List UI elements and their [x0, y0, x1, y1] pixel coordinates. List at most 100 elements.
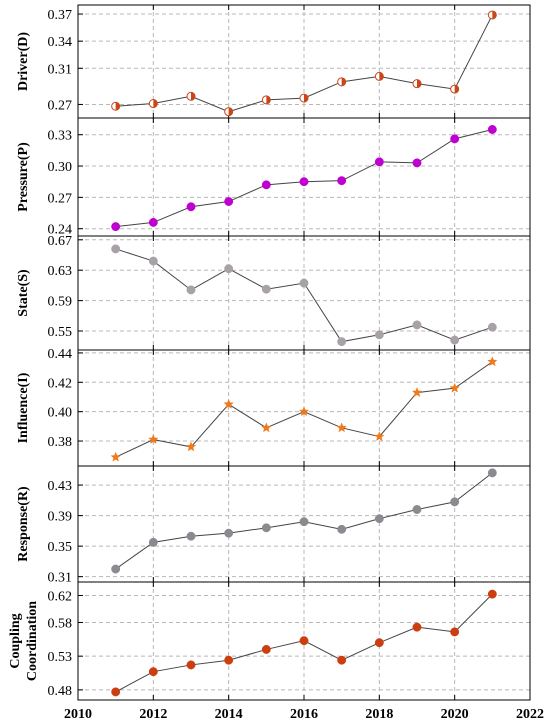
y-axis-label: Driver(D)	[16, 32, 31, 91]
y-tick-label: 0.31	[48, 62, 73, 77]
y-tick-label: 0.40	[48, 406, 73, 421]
data-point	[111, 564, 121, 574]
x-tick-label: 2018	[365, 707, 393, 722]
y-axis-label: State(S)	[16, 269, 31, 317]
y-tick-label: 0.27	[48, 191, 73, 206]
data-point	[450, 627, 460, 637]
y-tick-label: 0.55	[48, 325, 73, 340]
panel-state: 0.55 0.59 0.63 0.67 State(S)	[16, 234, 531, 351]
y-tick-label: 0.33	[48, 129, 73, 144]
y-tick-label: 0.37	[48, 8, 73, 23]
y-tick-label: 0.30	[48, 160, 73, 175]
data-point	[224, 528, 234, 538]
y-axis-label: Influence(I)	[16, 372, 31, 443]
data-point	[487, 10, 497, 20]
y-tick-label: 0.39	[48, 510, 73, 525]
data-point	[148, 667, 158, 677]
data-point	[111, 101, 121, 111]
data-point	[450, 84, 460, 94]
y-tick-label: 0.63	[48, 264, 73, 279]
y-tick-label: 0.24	[48, 223, 73, 238]
x-tick-label: 2016	[290, 707, 318, 722]
data-point	[450, 335, 460, 345]
data-point	[186, 285, 196, 295]
y-tick-label: 0.43	[48, 479, 73, 494]
data-point	[224, 107, 234, 117]
x-tick-label: 2020	[441, 707, 469, 722]
data-point	[261, 95, 271, 105]
data-point	[299, 278, 309, 288]
data-point	[261, 284, 271, 294]
data-point	[450, 134, 460, 144]
y-tick-label: 0.62	[48, 589, 73, 604]
x-tick-label: 2012	[139, 707, 167, 722]
data-point	[487, 125, 497, 134]
data-point	[449, 382, 460, 393]
data-point	[487, 356, 498, 367]
data-point	[299, 93, 309, 103]
data-point	[261, 644, 271, 654]
y-axis-label: Pressure(P)	[16, 142, 31, 212]
data-point	[374, 638, 384, 648]
x-tick-label: 2014	[215, 707, 243, 722]
data-point	[374, 514, 384, 524]
y-tick-label: 0.59	[48, 295, 73, 310]
panel-influence: 0.38 0.40 0.42 0.44 Influence(I)	[16, 347, 531, 467]
data-point	[337, 337, 347, 347]
data-point	[487, 322, 497, 332]
data-point	[412, 622, 422, 632]
y-tick-label: 0.53	[48, 650, 73, 665]
data-point	[186, 531, 196, 541]
data-point	[148, 217, 158, 227]
data-point	[261, 523, 271, 533]
y-axis-label: Coupling Coordination	[8, 601, 40, 681]
data-point	[412, 505, 422, 514]
data-point	[487, 589, 497, 599]
data-point	[148, 256, 158, 266]
y-tick-label: 0.42	[48, 376, 73, 391]
y-tick-label: 0.67	[48, 234, 73, 249]
data-point	[299, 517, 309, 527]
data-point	[374, 71, 384, 81]
y-tick-label: 0.27	[48, 98, 73, 113]
panel-pressure: 0.24 0.27 0.30 0.33 Pressure(P)	[16, 117, 531, 238]
data-point	[148, 99, 158, 109]
y-tick-label: 0.44	[48, 347, 73, 362]
panel-coupling: 0.48 0.53 0.58 0.62 Coupling Coordination	[8, 581, 531, 701]
data-point	[337, 524, 347, 534]
y-tick-label: 0.35	[48, 540, 73, 555]
data-point	[374, 330, 384, 340]
data-point	[224, 264, 234, 274]
data-point	[337, 655, 347, 665]
y-axis-label: Response(R)	[16, 486, 31, 562]
data-point	[374, 157, 384, 167]
data-point	[186, 202, 196, 212]
data-point	[337, 176, 347, 186]
data-point	[412, 79, 422, 89]
data-point	[298, 406, 310, 417]
data-point	[224, 197, 234, 206]
y-tick-label: 0.38	[48, 435, 73, 450]
x-tick-label: 2022	[516, 707, 544, 722]
x-axis: 2010 2012 2014 2016 2018 2020 2022	[64, 707, 544, 722]
data-point	[336, 422, 347, 433]
data-point	[111, 687, 121, 697]
data-point	[261, 422, 272, 433]
y-tick-label: 0.34	[48, 35, 73, 50]
y-tick-label: 0.48	[48, 684, 73, 699]
panel-response: 0.31 0.35 0.39 0.43 Response(R)	[16, 465, 531, 586]
data-point	[110, 451, 121, 462]
data-point	[450, 497, 460, 507]
y-tick-label: 0.31	[48, 571, 73, 586]
data-point	[412, 320, 422, 330]
data-point	[412, 158, 422, 168]
data-point	[186, 660, 196, 670]
data-point	[148, 434, 159, 444]
data-point	[186, 91, 196, 101]
data-point	[223, 398, 234, 409]
data-point	[337, 77, 347, 87]
data-point	[111, 222, 121, 232]
panel-driver: 0.27 0.31 0.34 0.37 Driver(D)	[16, 4, 531, 119]
